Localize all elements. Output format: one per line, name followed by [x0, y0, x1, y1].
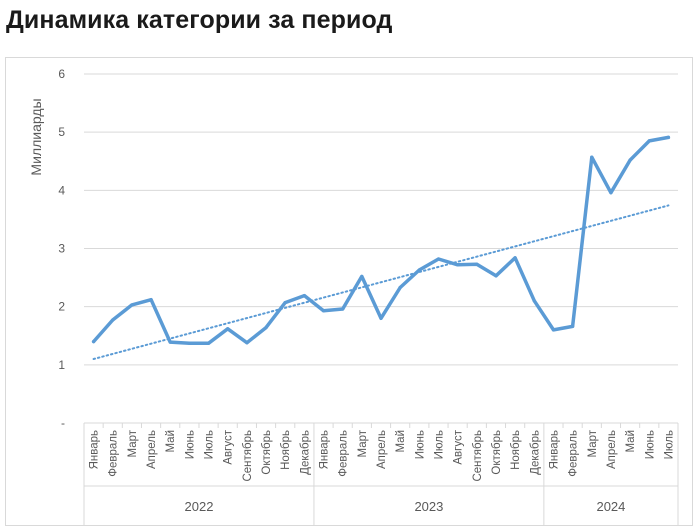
data-point [149, 298, 153, 302]
x-tick-label: Май [625, 430, 637, 453]
y-tick-label: 2 [58, 300, 65, 314]
x-tick-label: Июнь [184, 430, 196, 459]
data-point [264, 326, 268, 330]
x-tick-label: Ноябрь [280, 430, 292, 470]
data-point [245, 341, 249, 345]
y-tick-label: - [61, 416, 65, 430]
x-tick-label: Июль [663, 430, 675, 459]
data-point [111, 318, 115, 322]
year-label: 2024 [596, 499, 625, 514]
data-point [609, 191, 613, 195]
x-tick-label: Декабрь [529, 430, 541, 475]
x-tick-label: Ноябрь [510, 430, 522, 470]
x-tick-label: Июнь [644, 430, 656, 459]
x-tick-label: Август [223, 429, 235, 464]
x-tick-label: Июль [433, 430, 445, 459]
data-point [341, 307, 345, 311]
x-tick-label: Май [165, 430, 177, 453]
data-point [379, 316, 383, 320]
data-point [302, 294, 306, 298]
x-tick-label: Октябрь [491, 430, 503, 475]
data-point [494, 274, 498, 278]
series-line [91, 135, 671, 346]
data-point [551, 328, 556, 332]
y-tick-label: 6 [58, 67, 65, 81]
x-tick-label: Декабрь [299, 430, 311, 475]
x-tick-label: Март [357, 429, 369, 457]
trendline [92, 204, 670, 361]
x-tick-label: Апрель [606, 430, 618, 469]
chart-frame [5, 57, 693, 526]
data-point [206, 341, 211, 345]
x-tick-label: Январь [89, 430, 101, 469]
data-point [590, 155, 594, 159]
data-point [130, 303, 134, 307]
y-tick-label: 1 [58, 358, 65, 372]
y-axis-title: Миллиарды [28, 98, 44, 175]
data-point [91, 339, 96, 344]
year-label: 2023 [414, 499, 443, 514]
x-tick-label: Апрель [146, 430, 158, 469]
data-point [456, 263, 460, 267]
x-tick-label: Сентябрь [472, 430, 484, 482]
y-tick-label: 4 [58, 183, 65, 197]
line-chart: - 1 2 3 4 5 6 Миллиарды Январь Февраль Март Апрель М… [5, 57, 693, 526]
x-tick-label: Январь [548, 430, 560, 469]
data-point [436, 257, 441, 261]
x-tick-label: Февраль [108, 430, 120, 477]
data-point [360, 274, 364, 279]
x-tick-label: Март [587, 429, 599, 457]
x-tick-label: Август [453, 429, 465, 464]
x-tick-label: Июль [204, 430, 216, 459]
data-point [321, 309, 326, 313]
data-point [647, 139, 651, 143]
data-point [187, 341, 191, 345]
x-tick-label: Февраль [568, 430, 580, 477]
data-point [475, 262, 479, 266]
x-tick-label: Апрель [376, 430, 388, 469]
x-tick-label: Октябрь [261, 430, 273, 475]
x-tick-label: Июнь [414, 430, 426, 459]
x-tick-label: Сентябрь [242, 430, 254, 482]
page-title: Динамика категории за период [6, 6, 393, 34]
data-point [168, 340, 172, 344]
data-point [398, 285, 402, 290]
data-point [571, 324, 575, 329]
data-point [628, 158, 632, 162]
year-label: 2022 [185, 499, 214, 514]
data-point [513, 256, 517, 260]
data-point [417, 268, 421, 272]
data-point [283, 300, 287, 305]
data-point [666, 135, 671, 140]
y-tick-label: 5 [58, 125, 65, 139]
data-point [532, 299, 536, 303]
x-tick-label: Май [395, 430, 407, 453]
data-point [226, 327, 230, 331]
chart-container: - 1 2 3 4 5 6 Миллиарды Январь Февраль Март Апрель М… [5, 57, 693, 526]
x-tick-label: Февраль [338, 430, 350, 477]
x-tick-label: Январь [319, 430, 331, 469]
x-tick-label: Март [127, 429, 139, 457]
y-tick-label: 3 [58, 242, 65, 256]
